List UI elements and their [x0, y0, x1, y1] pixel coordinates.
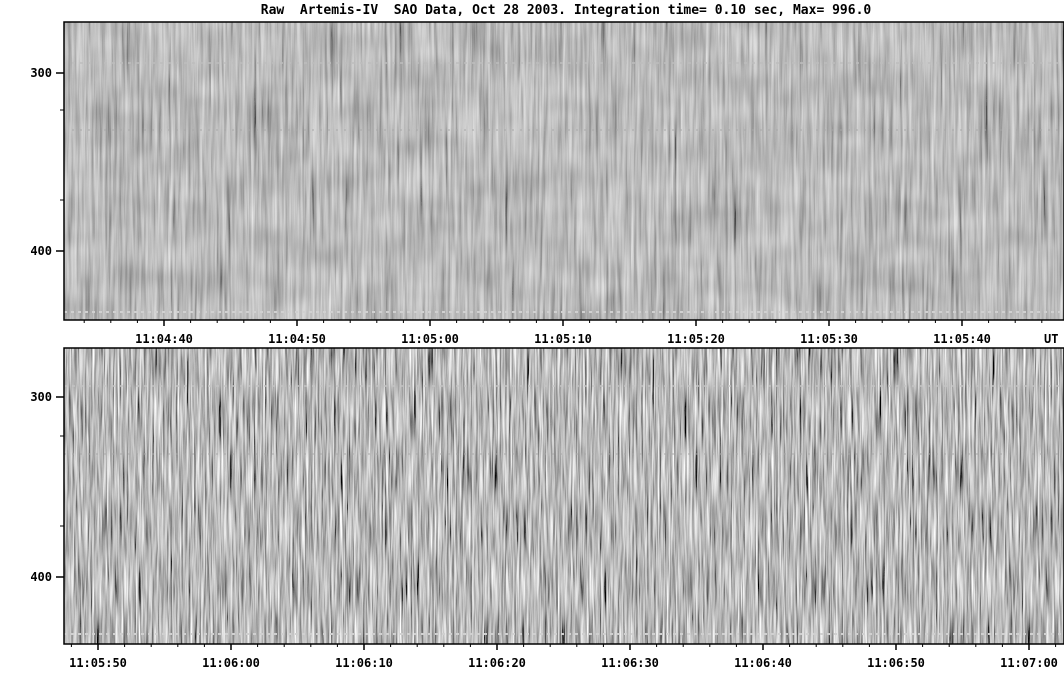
top-x-axis: 11:04:40 11:04:50 11:05:00 11:05:10 11:05:20… — [83, 320, 1058, 346]
top-x-tick-label: 11:05:40 — [933, 332, 991, 346]
bottom-y-axis: 300 400 — [30, 390, 64, 584]
bottom-y-tick-label: 300 — [30, 390, 52, 404]
top-y-axis: 300 400 — [30, 66, 64, 258]
bottom-x-tick-label: 11:06:20 — [468, 656, 526, 670]
top-y-tick-label: 400 — [30, 244, 52, 258]
bottom-x-tick-label: 11:06:50 — [867, 656, 925, 670]
bottom-x-tick-label: 11:06:00 — [202, 656, 260, 670]
top-x-tick-label: 11:05:20 — [667, 332, 725, 346]
bottom-x-tick-label: 11:07:00 — [1000, 656, 1058, 670]
top-x-tick-label: 11:04:40 — [135, 332, 193, 346]
top-x-tick-label: 11:05:30 — [800, 332, 858, 346]
bottom-x-tick-label: 11:06:30 — [601, 656, 659, 670]
top-x-tick-label: 11:04:50 — [268, 332, 326, 346]
bottom-x-tick-label: 11:05:50 — [69, 656, 127, 670]
top-y-tick-label: 300 — [30, 66, 52, 80]
chart-title: Raw Artemis-IV SAO Data, Oct 28 2003. In… — [261, 3, 872, 18]
bottom-x-tick-label: 11:06:40 — [734, 656, 792, 670]
top-x-tick-label: 11:05:00 — [401, 332, 459, 346]
bottom-x-axis: 11:05:50 11:06:00 11:06:10 11:06:20 11:06:30… — [69, 644, 1058, 670]
bottom-x-tick-label: 11:06:10 — [335, 656, 393, 670]
bottom-y-tick-label: 400 — [30, 570, 52, 584]
bottom-spectrogram-image — [64, 348, 1064, 644]
top-x-unit-label: UT — [1044, 332, 1058, 346]
top-x-tick-label: 11:05:10 — [534, 332, 592, 346]
